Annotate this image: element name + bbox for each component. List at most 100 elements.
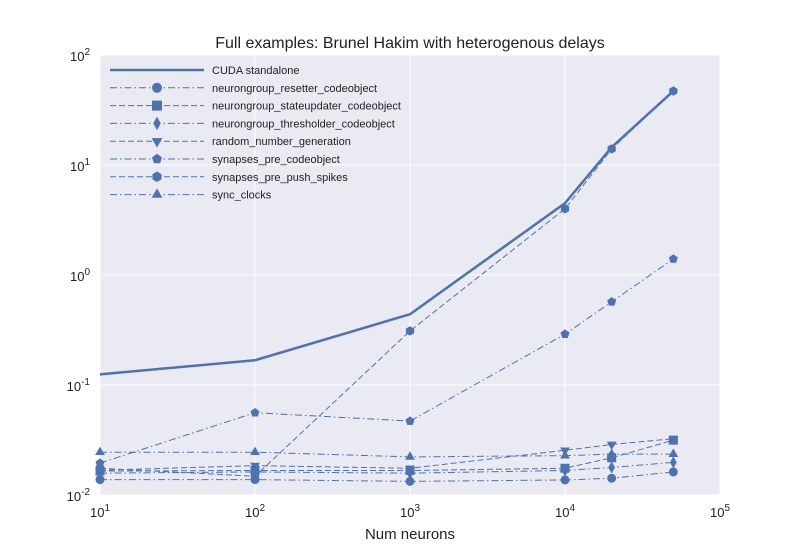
legend-item: neurongroup_resetter_codeobject bbox=[110, 82, 377, 95]
data-point-marker bbox=[95, 446, 105, 455]
x-axis-label: Num neurons bbox=[365, 526, 455, 543]
data-point-marker bbox=[668, 448, 679, 457]
data-point-marker bbox=[608, 461, 616, 474]
tick-exponent: 2 bbox=[84, 47, 90, 58]
data-point-marker bbox=[606, 441, 617, 451]
tick-exponent: -2 bbox=[81, 487, 90, 498]
x-tick-label: 101 bbox=[90, 503, 110, 520]
legend-marker bbox=[153, 116, 161, 131]
series-line bbox=[100, 471, 674, 482]
data-point-marker bbox=[607, 144, 616, 154]
data-point-marker bbox=[95, 475, 105, 485]
tick-exponent: 4 bbox=[569, 503, 575, 514]
data-point-marker bbox=[95, 458, 105, 467]
data-point-marker bbox=[607, 453, 617, 463]
series-line bbox=[99, 461, 674, 474]
tick-base: 10 bbox=[555, 505, 569, 520]
x-tick-label: 105 bbox=[710, 503, 730, 520]
tick-base: 10 bbox=[90, 505, 104, 520]
tick-exponent: 1 bbox=[84, 157, 90, 168]
tick-exponent: 0 bbox=[84, 267, 90, 278]
data-point-marker bbox=[405, 326, 415, 336]
legend-item: CUDA standalone bbox=[110, 65, 299, 77]
series-line bbox=[99, 258, 674, 464]
data-point-marker bbox=[250, 446, 260, 455]
tick-base: 10 bbox=[67, 379, 81, 394]
tick-exponent: 1 bbox=[104, 503, 110, 514]
data-point-marker bbox=[561, 464, 569, 477]
legend-item: neurongroup_stateupdater_codeobject bbox=[110, 100, 401, 113]
legend-marker bbox=[151, 138, 163, 148]
data-point-marker bbox=[250, 471, 260, 481]
legend-label: neurongroup_thresholder_codeobject bbox=[212, 118, 395, 130]
data-point-marker bbox=[607, 473, 617, 483]
data-point-marker bbox=[405, 451, 415, 460]
legend-label: synapses_pre_push_spikes bbox=[212, 172, 348, 184]
series-line bbox=[99, 90, 674, 477]
legend-label: sync_clocks bbox=[212, 190, 272, 202]
data-point-marker bbox=[405, 465, 415, 474]
data-point-marker bbox=[560, 450, 570, 459]
data-point-marker bbox=[669, 86, 678, 96]
series-synapses-pre-codeobject bbox=[95, 254, 678, 467]
tick-exponent: -1 bbox=[81, 377, 90, 388]
legend-label: synapses_pre_codeobject bbox=[212, 154, 340, 166]
tick-base: 10 bbox=[70, 269, 84, 284]
legend-marker bbox=[152, 100, 162, 111]
data-point-marker bbox=[668, 254, 678, 263]
series-line bbox=[99, 438, 674, 471]
tick-base: 10 bbox=[70, 159, 84, 174]
legend-item: synapses_pre_codeobject bbox=[110, 153, 340, 166]
x-tick-label: 103 bbox=[400, 503, 420, 520]
series-line bbox=[99, 90, 675, 376]
data-point-marker bbox=[250, 407, 260, 417]
legend-marker bbox=[151, 188, 163, 198]
tick-exponent: 2 bbox=[259, 503, 265, 514]
tick-base: 10 bbox=[70, 49, 84, 64]
grid bbox=[99, 54, 721, 496]
data-point-marker bbox=[668, 467, 678, 477]
legend-label: CUDA standalone bbox=[212, 65, 299, 77]
legend-marker bbox=[152, 171, 162, 183]
series-line bbox=[99, 439, 674, 472]
data-point-marker bbox=[606, 448, 617, 457]
x-tick-label: 104 bbox=[555, 503, 575, 520]
series-cuda-standalone bbox=[99, 90, 675, 376]
tick-base: 10 bbox=[245, 505, 259, 520]
tick-exponent: 5 bbox=[724, 503, 730, 514]
series-layer bbox=[95, 86, 679, 486]
legend-item: random_number_generation bbox=[110, 136, 351, 148]
chart-title: Full examples: Brunel Hakim with heterog… bbox=[215, 35, 605, 52]
legend-label: neurongroup_resetter_codeobject bbox=[212, 83, 377, 95]
series-line bbox=[100, 451, 674, 458]
legend-item: neurongroup_thresholder_codeobject bbox=[110, 116, 395, 131]
legend-item: synapses_pre_push_spikes bbox=[110, 171, 348, 184]
data-point-marker bbox=[669, 456, 677, 469]
data-point-marker bbox=[95, 463, 105, 473]
series-synapses-pre-push-spikes bbox=[95, 86, 678, 481]
tick-exponent: 3 bbox=[414, 503, 420, 514]
legend-label: random_number_generation bbox=[212, 136, 351, 148]
data-point-marker bbox=[250, 462, 260, 472]
data-point-marker bbox=[560, 204, 570, 214]
legend-label: neurongroup_stateupdater_codeobject bbox=[212, 101, 401, 113]
data-point-marker bbox=[560, 329, 570, 338]
y-tick-label: 102 bbox=[70, 47, 90, 64]
y-tick-label: 100 bbox=[70, 267, 90, 284]
data-point-marker bbox=[560, 475, 570, 485]
data-point-marker bbox=[405, 416, 415, 425]
x-tick-label: 102 bbox=[245, 503, 265, 520]
tick-base: 10 bbox=[67, 489, 81, 504]
legend-marker bbox=[152, 153, 162, 164]
series-sync-clocks bbox=[95, 446, 679, 460]
legend-marker bbox=[152, 82, 162, 93]
tick-base: 10 bbox=[710, 505, 724, 520]
y-tick-label: 101 bbox=[70, 157, 90, 174]
y-tick-label: 10-1 bbox=[67, 377, 91, 394]
data-point-marker bbox=[405, 476, 415, 486]
legend-item: sync_clocks bbox=[110, 188, 272, 202]
tick-base: 10 bbox=[400, 505, 414, 520]
x-axis-ticks: 101 102 103 104 105 bbox=[90, 503, 730, 520]
